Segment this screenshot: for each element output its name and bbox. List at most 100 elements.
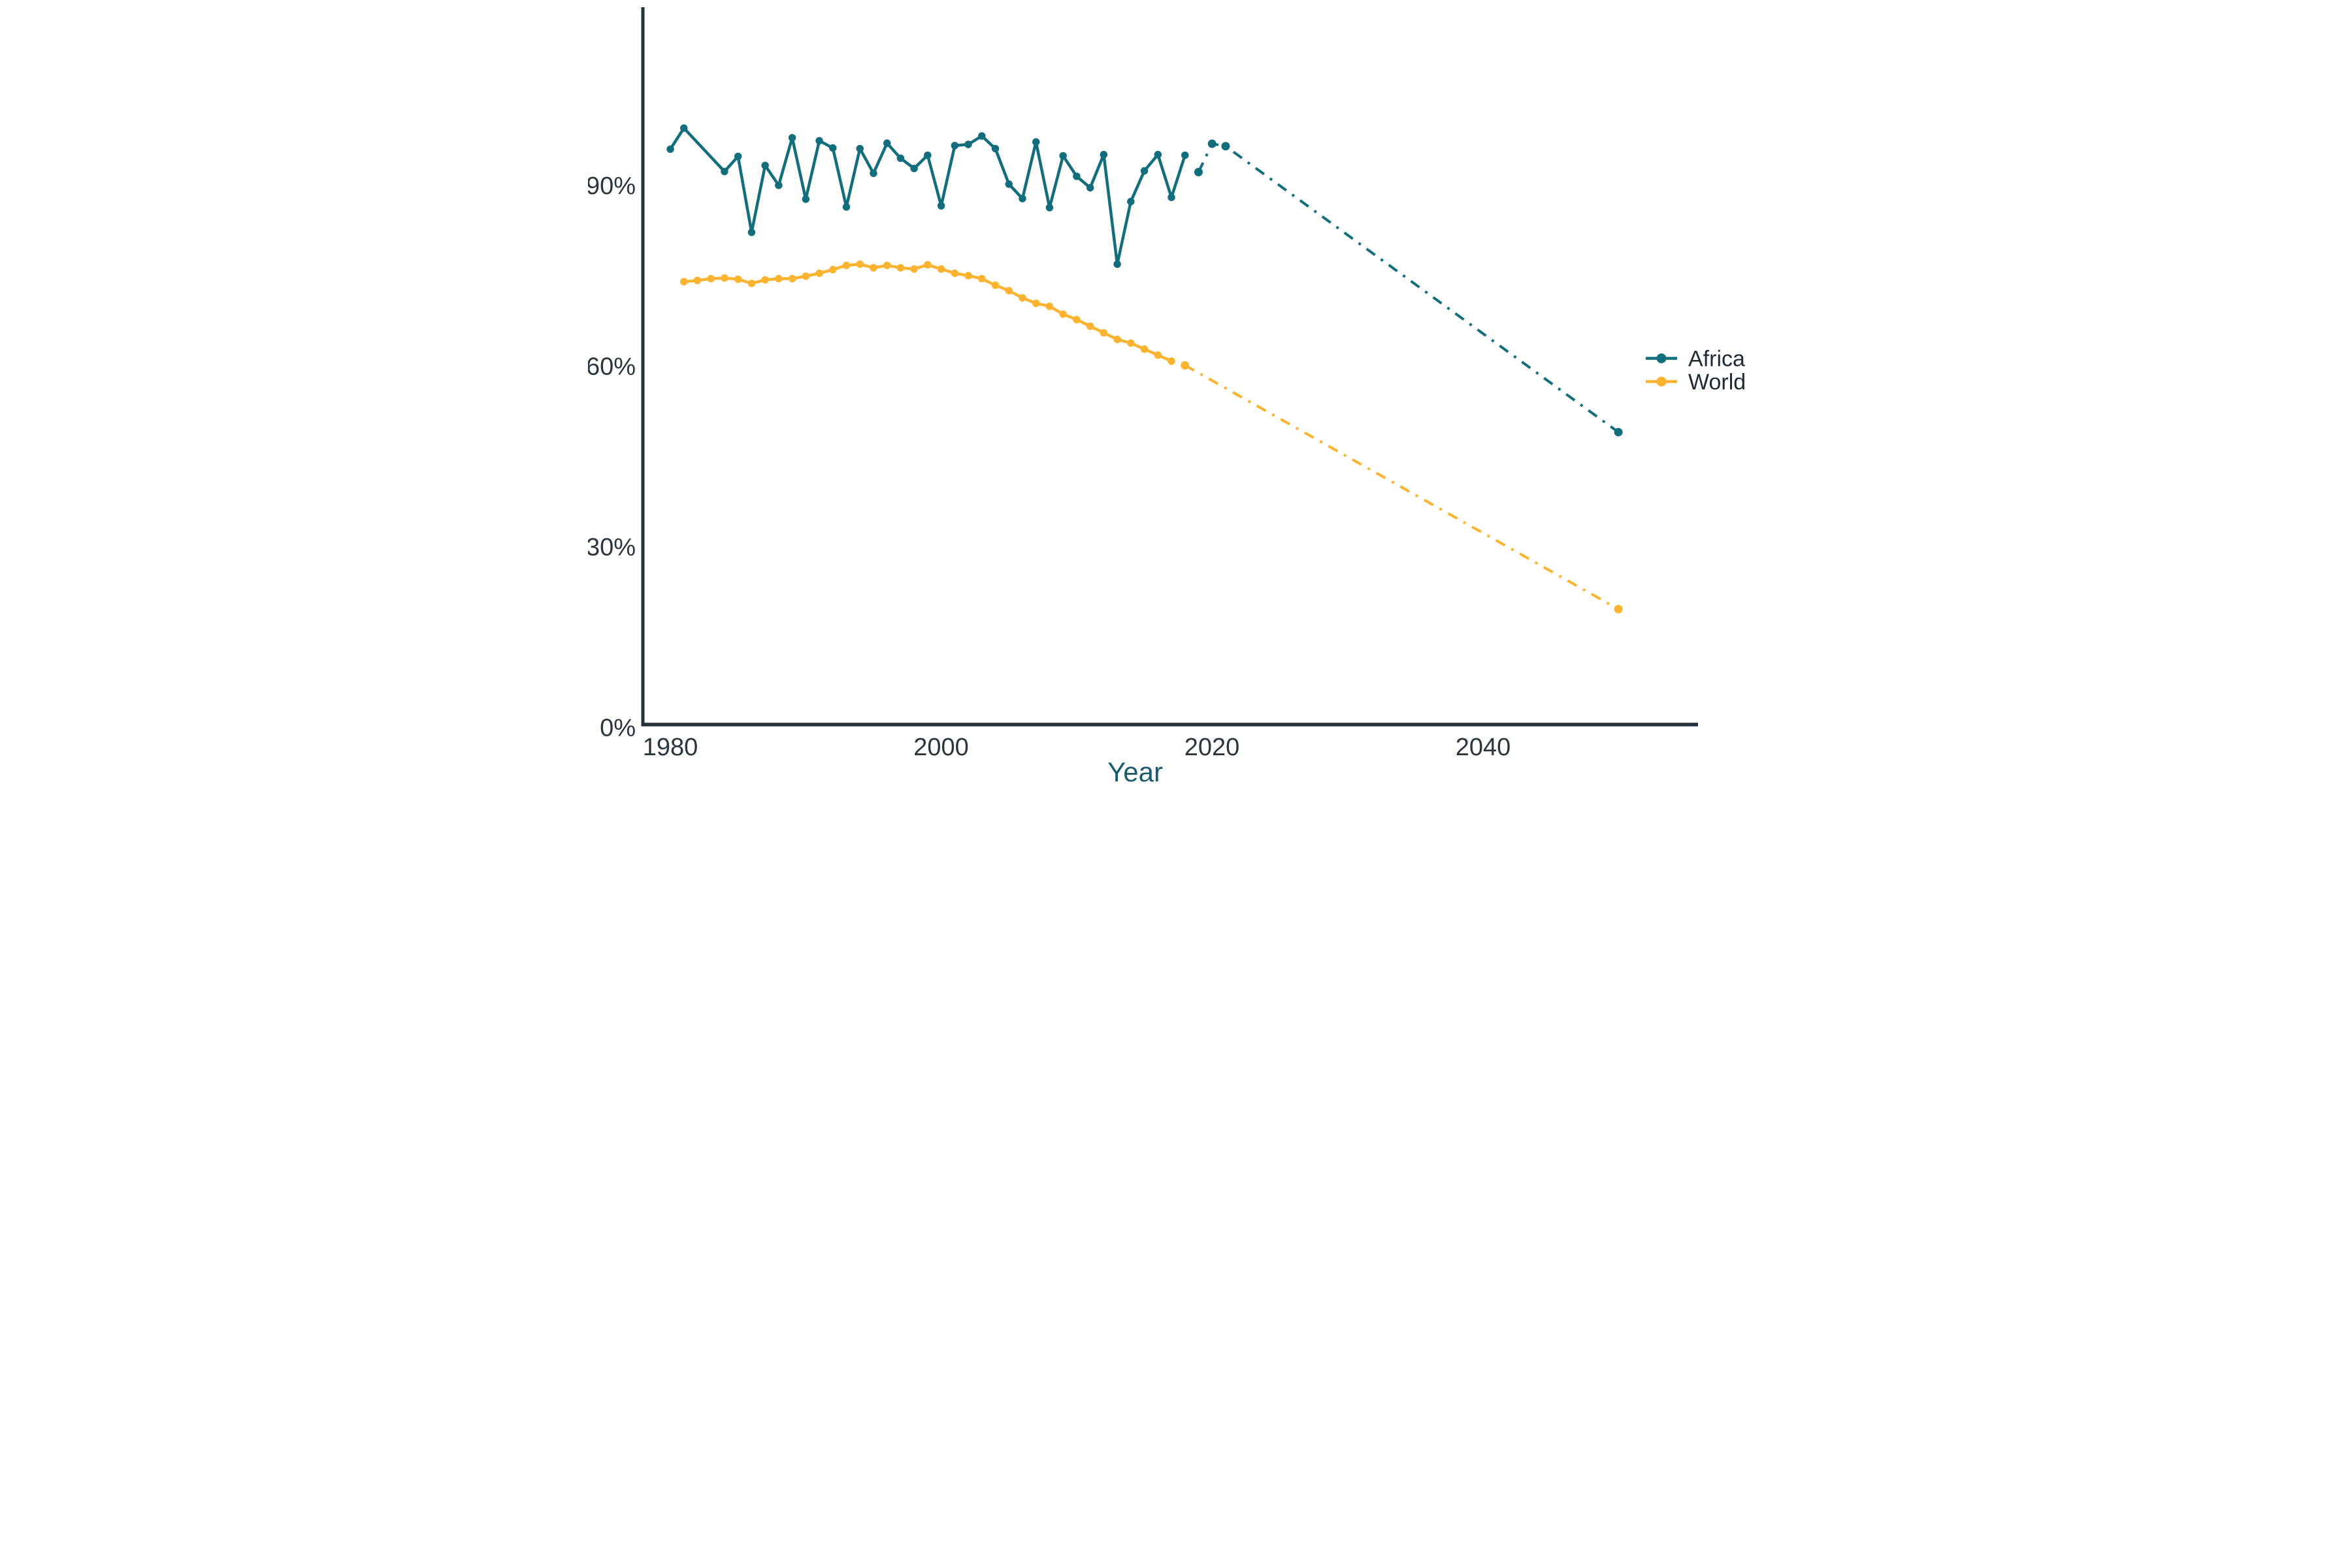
- africa-data-point: [991, 144, 1000, 153]
- world-data-point: [1019, 294, 1026, 302]
- world-projected-point: [1181, 361, 1190, 370]
- world-data-point: [721, 274, 728, 282]
- africa-data-point: [666, 145, 674, 154]
- world-data-point: [856, 260, 864, 269]
- world-data-point: [1032, 299, 1040, 307]
- africa-data-point: [1127, 197, 1135, 206]
- world-data-point: [829, 265, 837, 274]
- africa-projected-point: [1194, 167, 1203, 176]
- world-data-point: [991, 281, 1000, 289]
- x-axis-title: Year: [1107, 757, 1163, 784]
- africa-data-point: [815, 137, 823, 145]
- x-tick-label-2040: 2040: [1456, 734, 1511, 761]
- world-data-point: [1113, 335, 1121, 344]
- africa-data-point: [1032, 138, 1040, 146]
- legend-label-africa: Africa: [1688, 347, 1745, 372]
- world-data-point: [1100, 329, 1108, 337]
- africa-data-point: [937, 202, 945, 210]
- world-data-point: [734, 275, 742, 284]
- world-data-point: [964, 272, 972, 280]
- x-tick-label-1980: 1980: [643, 734, 698, 761]
- world-data-point: [883, 261, 891, 269]
- world-data-point: [775, 274, 783, 283]
- africa-legend-dot-icon: [1656, 353, 1667, 363]
- world-data-point: [978, 274, 986, 283]
- africa-data-point: [1073, 172, 1081, 180]
- y-tick-label-60: 60%: [588, 353, 636, 381]
- africa-data-point: [978, 132, 986, 140]
- africa-data-point: [802, 195, 810, 203]
- africa-data-point: [1045, 204, 1054, 212]
- africa-data-point: [1113, 260, 1121, 269]
- africa-data-point: [1181, 151, 1189, 159]
- africa-data-point: [788, 134, 796, 142]
- africa-data-point: [964, 140, 972, 148]
- africa-data-point: [870, 169, 877, 177]
- world-data-point: [761, 276, 769, 284]
- world-data-point: [1086, 322, 1094, 331]
- africa-data-point: [829, 144, 837, 152]
- world-data-point: [788, 274, 796, 283]
- world-data-point: [937, 265, 945, 273]
- world-projected-line: [1184, 364, 1620, 611]
- africa-projected-line: [1197, 142, 1620, 434]
- world-data-point: [1005, 287, 1013, 295]
- africa-data-point: [883, 139, 891, 147]
- africa-data-point: [1168, 193, 1175, 201]
- africa-data-point: [1019, 195, 1026, 203]
- africa-projected-point: [1221, 142, 1230, 151]
- world-data-point: [707, 274, 715, 283]
- africa-data-point: [1005, 180, 1013, 188]
- africa-data-point: [680, 124, 688, 132]
- x-tick-label-2000: 2000: [913, 734, 969, 761]
- africa-data-point: [734, 152, 742, 161]
- world-data-point: [896, 264, 905, 272]
- africa-projected-point: [1614, 427, 1623, 436]
- africa-data-point: [1059, 152, 1067, 160]
- africa-data-point: [896, 154, 905, 162]
- africa-projected-point: [1207, 139, 1217, 148]
- africa-data-point: [775, 181, 783, 189]
- world-data-point: [951, 269, 959, 277]
- africa-data-point: [842, 203, 851, 211]
- world-data-point: [747, 280, 756, 287]
- world-data-point: [1140, 345, 1149, 353]
- legend-item-africa: Africa: [1646, 347, 1745, 372]
- africa-data-point: [761, 161, 769, 169]
- africa-data-point: [1100, 150, 1108, 159]
- world-data-point: [680, 278, 688, 286]
- world-data-point: [1045, 302, 1054, 310]
- africa-data-point: [721, 167, 728, 176]
- world-data-point: [1073, 316, 1081, 323]
- series-layer: [666, 124, 1623, 613]
- world-observed-line: [683, 263, 1172, 363]
- world-data-point: [1059, 310, 1067, 318]
- world-data-point: [1168, 357, 1175, 365]
- africa-data-point: [951, 142, 959, 150]
- africa-data-point: [1154, 150, 1162, 159]
- africa-data-point: [1140, 167, 1149, 175]
- africa-data-point: [856, 144, 864, 153]
- legend-item-world: World: [1646, 370, 1746, 395]
- chart-container: 0% 30% 60% 90% 1980 2000 2020 2040 Year …: [588, 0, 1764, 784]
- y-tick-label-30: 30%: [588, 534, 636, 561]
- world-projected-point: [1614, 604, 1623, 613]
- world-data-point: [842, 261, 851, 269]
- africa-data-point: [747, 228, 756, 237]
- y-tick-label-0: 0%: [600, 715, 636, 742]
- line-chart: 0% 30% 60% 90% 1980 2000 2020 2040 Year …: [588, 7, 1746, 784]
- world-legend-dot-icon: [1656, 376, 1667, 387]
- legend: Africa World: [1646, 347, 1746, 395]
- world-data-point: [693, 276, 702, 284]
- legend-label-world: World: [1688, 370, 1746, 395]
- world-data-point: [870, 264, 877, 272]
- africa-observed-line: [669, 126, 1186, 266]
- y-tick-label-90: 90%: [588, 172, 636, 200]
- x-tick-label-2020: 2020: [1184, 734, 1240, 761]
- world-data-point: [1154, 351, 1162, 359]
- world-data-point: [802, 272, 810, 280]
- africa-data-point: [910, 165, 918, 172]
- world-data-point: [1127, 339, 1135, 347]
- world-data-point: [815, 269, 823, 277]
- africa-data-point: [924, 151, 932, 159]
